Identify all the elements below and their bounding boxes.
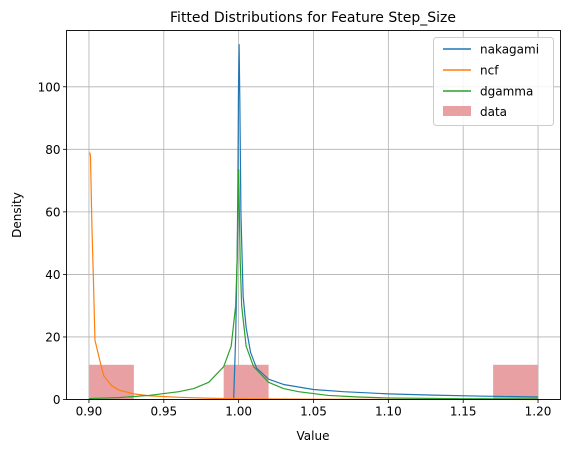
x-tick-label: 0.90 <box>76 405 103 419</box>
x-tick-label: 1.20 <box>525 405 552 419</box>
series-line-dgamma <box>88 169 539 400</box>
x-tick-label: 0.95 <box>150 405 177 419</box>
y-tick-label: 20 <box>45 330 60 344</box>
y-tick-label: 40 <box>45 268 60 282</box>
x-axis-ticks: 0.90 0.95 1.00 1.05 1.10 1.15 1.20 <box>76 399 552 419</box>
y-tick-label: 80 <box>45 143 60 157</box>
legend-label-data: data <box>480 105 507 119</box>
legend: nakagami ncf dgamma data <box>433 37 554 126</box>
x-axis-label: Value <box>297 429 330 443</box>
chart-title: Fitted Distributions for Feature Step_Si… <box>170 10 456 26</box>
legend-entry-ncf: ncf <box>443 64 499 78</box>
histogram-bar <box>223 364 269 400</box>
histogram-bar <box>88 364 134 400</box>
legend-entry-dgamma: dgamma <box>443 85 533 99</box>
y-axis-label: Density <box>10 192 24 238</box>
x-tick-label: 1.15 <box>450 405 477 419</box>
y-tick-label: 60 <box>45 205 60 219</box>
x-tick-label: 1.05 <box>300 405 327 419</box>
legend-label-ncf: ncf <box>480 64 499 78</box>
legend-label-dgamma: dgamma <box>480 85 533 99</box>
legend-entry-data: data <box>443 105 507 119</box>
legend-label-nakagami: nakagami <box>480 43 539 57</box>
x-tick-label: 1.10 <box>375 405 402 419</box>
y-tick-label: 100 <box>38 80 61 94</box>
histogram-bar <box>493 364 539 400</box>
histogram-bars <box>88 364 539 400</box>
legend-entry-nakagami: nakagami <box>443 43 539 57</box>
y-axis-ticks: 0 20 40 60 80 100 <box>38 80 67 407</box>
x-tick-label: 1.00 <box>225 405 252 419</box>
legend-swatch-data <box>443 106 471 116</box>
y-tick-label: 0 <box>53 393 61 407</box>
legend-box <box>433 37 554 126</box>
